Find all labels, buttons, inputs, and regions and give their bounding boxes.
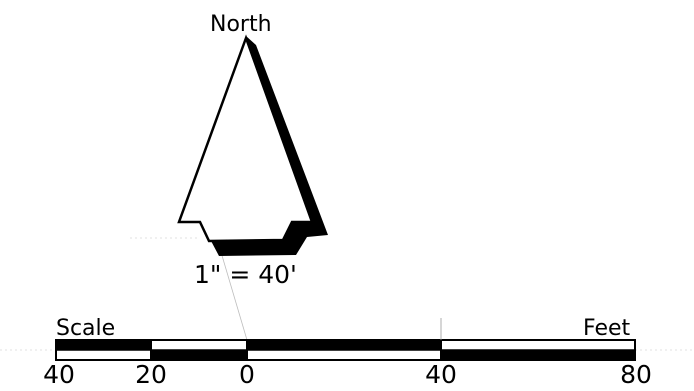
scale-bar-segment [441, 350, 635, 360]
scale-tick-label: 0 [239, 360, 255, 389]
scale-bar-segment [56, 340, 151, 350]
scale-title: Scale [56, 316, 116, 341]
scale-bar-segment [247, 340, 441, 350]
north-label: North [210, 12, 272, 37]
scale-bar-segment [151, 350, 247, 360]
scale-tick-label: 80 [620, 360, 652, 389]
scale-tick-label: 40 [425, 360, 457, 389]
scale-unit-label: Feet [583, 316, 631, 341]
north-arrow-face [177, 34, 314, 243]
north-arrow [177, 34, 328, 256]
scale-ratio-label: 1" = 40' [194, 260, 297, 289]
scale-bar [55, 318, 636, 361]
scale-tick-label: 20 [135, 360, 167, 389]
scale-tick-label: 40 [43, 360, 75, 389]
